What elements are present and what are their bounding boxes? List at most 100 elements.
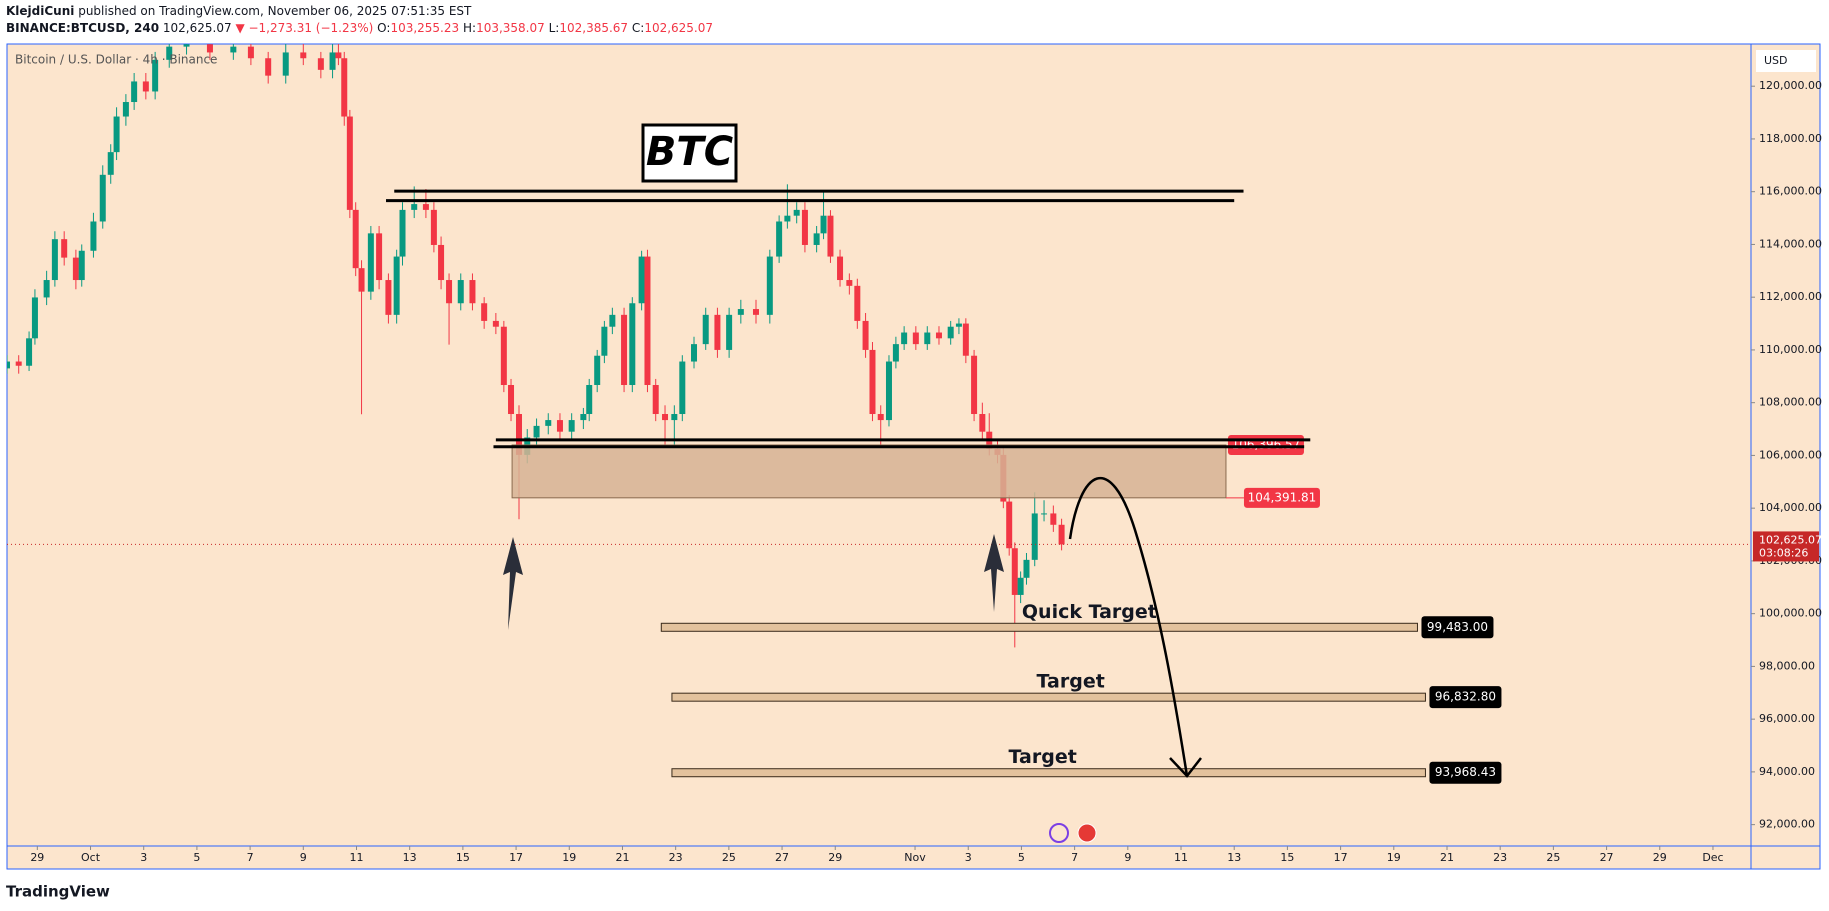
x-tick-label: 7	[1071, 851, 1078, 864]
candle-body	[411, 204, 418, 210]
candle-body	[586, 385, 593, 415]
candle-body	[702, 314, 709, 345]
target-zone	[671, 692, 1426, 702]
target-label-box	[1421, 616, 1494, 639]
event-icon[interactable]	[1049, 823, 1069, 843]
candle-body	[346, 116, 353, 210]
x-tick-label: 7	[247, 851, 254, 864]
symbol: BINANCE:BTCUSD, 240	[6, 21, 160, 35]
candle-body	[1011, 548, 1018, 595]
candle-body	[594, 355, 601, 386]
candle-body	[1031, 513, 1038, 560]
y-tick-label: 112,000.00	[1759, 290, 1822, 303]
candle-body	[869, 349, 876, 415]
x-tick-label: Nov	[904, 851, 926, 864]
x-tick-label: 21	[615, 851, 629, 864]
symbol-line: BINANCE:BTCUSD, 240 102,625.07 ▼ −1,273.…	[6, 20, 713, 37]
candle-body	[609, 314, 616, 327]
candle-body	[78, 250, 85, 281]
candle-body	[737, 309, 744, 315]
target-label: 99,483.00	[1427, 620, 1488, 634]
change: ▼ −1,273.31 (−1.23%)	[235, 21, 374, 35]
candle-body	[399, 209, 406, 257]
candle-body	[545, 420, 552, 426]
candle-body	[469, 280, 476, 304]
candle-body	[152, 59, 159, 92]
x-tick-label: 29	[30, 851, 44, 864]
candle-body	[335, 52, 342, 59]
candle-body	[99, 174, 106, 222]
candle-body	[113, 116, 120, 153]
candle-body	[714, 314, 721, 350]
candle-body	[962, 323, 969, 356]
x-tick-label: 15	[456, 851, 470, 864]
c-label: C:	[631, 21, 645, 35]
y-tick-label: 120,000.00	[1759, 79, 1822, 92]
candle-body	[947, 326, 954, 339]
target-name: Target	[1037, 671, 1105, 693]
y-tick-label: 92,000.00	[1759, 818, 1815, 831]
candle-body	[367, 233, 374, 292]
flag-icon[interactable]	[1077, 823, 1097, 843]
y-tick-label: 108,000.00	[1759, 396, 1822, 409]
x-tick-label: 9	[300, 851, 307, 864]
y-tick-label: 96,000.00	[1759, 712, 1815, 725]
last-price-label: 102,625.07	[1759, 533, 1822, 546]
candle-body	[691, 344, 698, 362]
countdown: 03:08:26	[1759, 546, 1808, 559]
c-value: 102,625.07	[644, 21, 714, 35]
candle-body	[801, 209, 808, 245]
candle-body	[282, 52, 289, 76]
x-tick-label: 3	[140, 851, 147, 864]
candle-body	[1023, 559, 1030, 578]
x-tick-label: Dec	[1702, 851, 1723, 864]
x-tick-label: 9	[1124, 851, 1131, 864]
candle-body	[885, 361, 892, 421]
x-tick-label: 25	[722, 851, 736, 864]
plot	[7, 44, 1751, 648]
l-value: 102,385.67	[559, 21, 629, 35]
last: 102,625.07	[162, 21, 232, 35]
candle-body	[329, 52, 336, 70]
candle-body	[862, 320, 869, 350]
x-tick-label: 25	[1546, 851, 1560, 864]
candle-body	[31, 297, 38, 339]
candle-body	[752, 309, 759, 315]
y-tick-label: 110,000.00	[1759, 343, 1822, 356]
candle-body	[300, 52, 307, 59]
currency-box	[1756, 50, 1816, 72]
candle-body	[580, 414, 587, 421]
x-tick-label: 23	[1493, 851, 1507, 864]
logo: TradingView	[6, 883, 110, 901]
candle-body	[72, 257, 79, 281]
candle-body	[556, 420, 563, 432]
target-zone	[671, 768, 1426, 778]
candle-body	[341, 58, 348, 117]
candle-body	[892, 344, 899, 362]
candle-body	[516, 414, 523, 455]
candle-body	[122, 102, 129, 117]
candle-body	[568, 420, 575, 432]
projection-arrowhead	[1169, 757, 1202, 778]
candle-body	[1058, 524, 1065, 545]
candle-body	[492, 320, 499, 327]
candle-body	[629, 303, 636, 386]
published: published on TradingView.com, November 0…	[78, 4, 472, 18]
candle-body	[679, 361, 686, 415]
candle-body	[1050, 513, 1057, 525]
y-tick-label: 98,000.00	[1759, 659, 1815, 672]
x-tick-label: 15	[1280, 851, 1294, 864]
zone	[511, 444, 1227, 499]
candle-body	[766, 256, 773, 315]
candle-body	[142, 81, 149, 92]
target-zone	[660, 622, 1418, 632]
y-tick-label: 118,000.00	[1759, 132, 1822, 145]
candle-body	[901, 332, 908, 345]
x-tick-label: 23	[669, 851, 683, 864]
x-tick-label: 13	[1227, 851, 1241, 864]
candle-body	[1017, 577, 1024, 595]
x-tick-label: 27	[1600, 851, 1614, 864]
candle-body	[644, 256, 651, 386]
